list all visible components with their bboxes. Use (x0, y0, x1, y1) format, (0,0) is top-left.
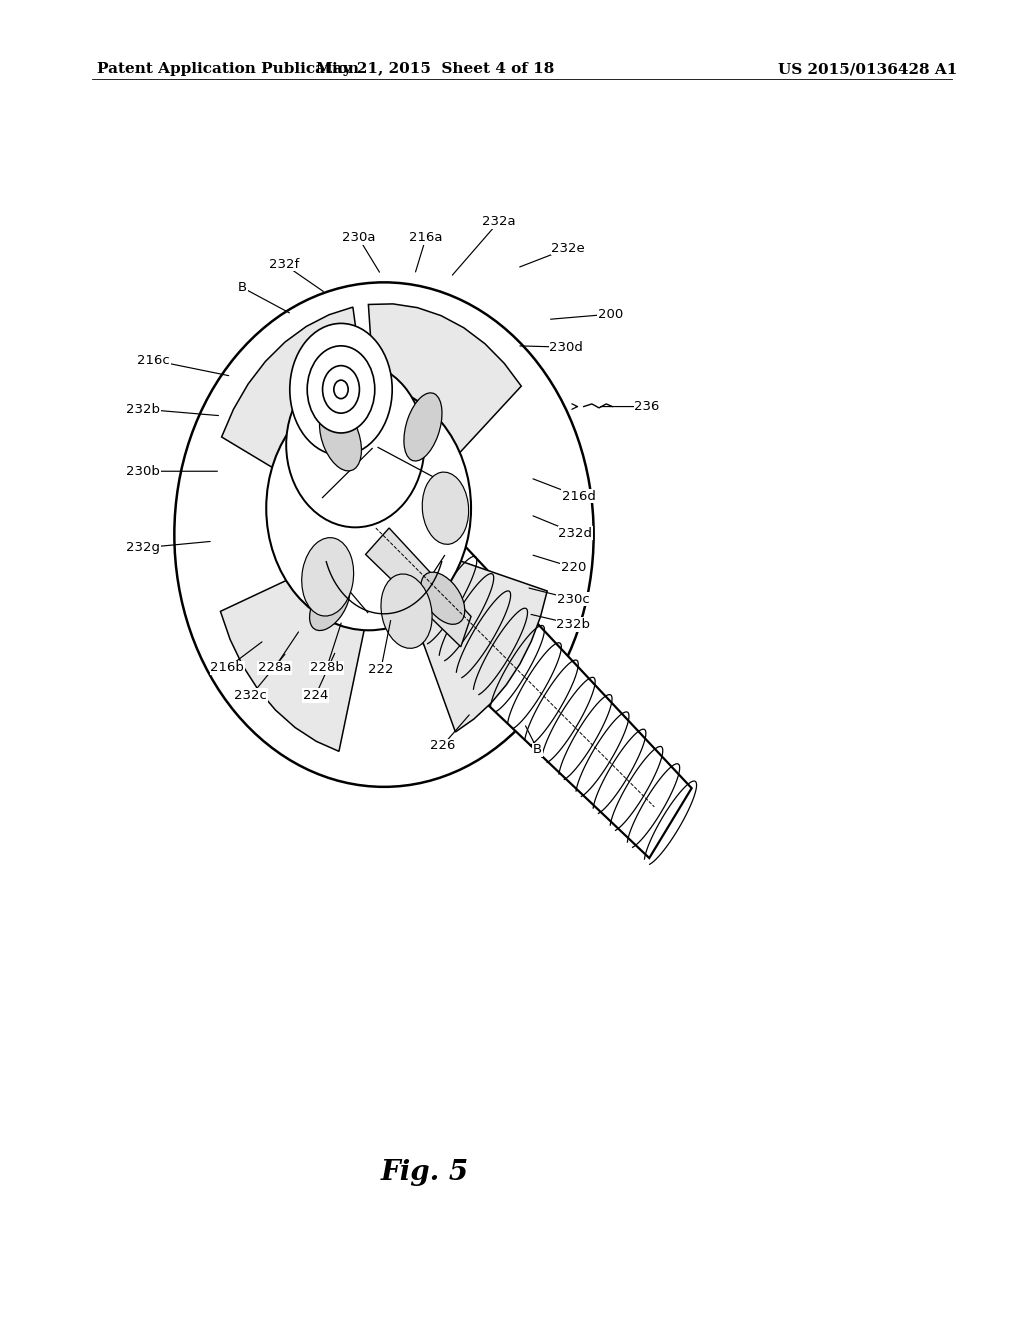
Text: B: B (239, 281, 247, 294)
Ellipse shape (309, 578, 350, 631)
Circle shape (323, 366, 359, 413)
Ellipse shape (381, 574, 432, 648)
Text: 230a: 230a (342, 231, 375, 244)
Text: 216d: 216d (561, 490, 596, 503)
Text: 226: 226 (430, 739, 455, 752)
Text: 228b: 228b (309, 661, 344, 675)
Circle shape (334, 380, 348, 399)
Ellipse shape (266, 385, 471, 631)
Text: 232c: 232c (234, 689, 267, 702)
Text: 230c: 230c (557, 593, 590, 606)
Circle shape (307, 346, 375, 433)
Text: 228a: 228a (258, 661, 291, 675)
Text: 216b: 216b (210, 661, 245, 675)
Polygon shape (366, 528, 471, 647)
Text: 224: 224 (303, 689, 328, 702)
Text: 232f: 232f (268, 257, 299, 271)
Text: 232g: 232g (126, 541, 161, 554)
Text: 232b: 232b (126, 403, 161, 416)
Text: May 21, 2015  Sheet 4 of 18: May 21, 2015 Sheet 4 of 18 (316, 62, 554, 77)
Text: 216a: 216a (410, 231, 442, 244)
Text: 220: 220 (561, 561, 586, 574)
Ellipse shape (174, 282, 594, 787)
Text: 232a: 232a (482, 215, 515, 228)
Ellipse shape (286, 362, 424, 527)
Ellipse shape (403, 393, 442, 461)
Text: Fig. 5: Fig. 5 (381, 1159, 469, 1185)
Ellipse shape (422, 473, 469, 544)
Text: 236: 236 (635, 400, 659, 413)
Polygon shape (410, 556, 547, 733)
Ellipse shape (302, 537, 353, 616)
Text: 232d: 232d (558, 527, 593, 540)
Text: 200: 200 (598, 308, 623, 321)
Polygon shape (406, 540, 691, 858)
Text: Patent Application Publication: Patent Application Publication (97, 62, 359, 77)
Circle shape (290, 323, 392, 455)
Ellipse shape (319, 404, 361, 471)
Text: 232b: 232b (556, 618, 591, 631)
Text: 230b: 230b (126, 465, 161, 478)
Text: 222: 222 (369, 663, 393, 676)
Polygon shape (369, 304, 521, 479)
Ellipse shape (421, 572, 465, 624)
Polygon shape (221, 308, 373, 499)
Text: B: B (534, 743, 542, 756)
Polygon shape (220, 562, 368, 751)
Text: 230d: 230d (549, 341, 584, 354)
Text: 232e: 232e (552, 242, 585, 255)
Text: US 2015/0136428 A1: US 2015/0136428 A1 (778, 62, 957, 77)
Text: 216c: 216c (137, 354, 170, 367)
